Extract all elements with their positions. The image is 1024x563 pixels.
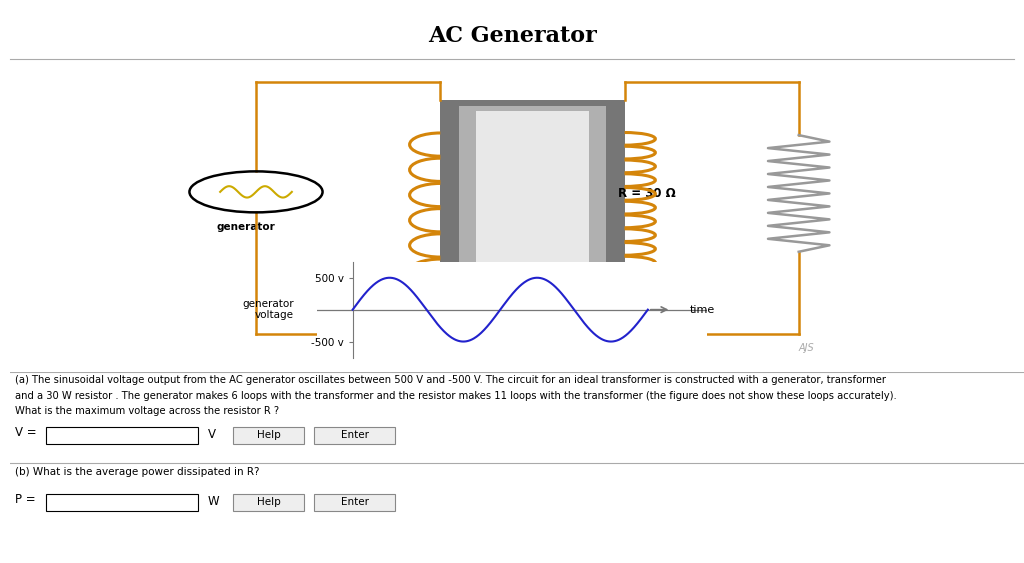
Text: generator: generator [216, 222, 275, 232]
Text: time: time [690, 305, 716, 315]
Text: Help: Help [257, 497, 281, 507]
Text: AC Generator: AC Generator [428, 25, 596, 47]
Text: Help: Help [257, 430, 281, 440]
Text: V =: V = [15, 426, 37, 439]
Text: Ideal Transformer: Ideal Transformer [477, 343, 588, 353]
FancyBboxPatch shape [46, 427, 198, 444]
Text: Enter: Enter [341, 497, 369, 507]
Text: R = 30 Ω: R = 30 Ω [618, 187, 676, 200]
FancyBboxPatch shape [440, 100, 625, 315]
FancyBboxPatch shape [314, 427, 395, 444]
FancyBboxPatch shape [46, 494, 198, 511]
Text: Enter: Enter [341, 430, 369, 440]
FancyBboxPatch shape [233, 494, 304, 511]
Text: V: V [208, 428, 216, 441]
Text: What is the maximum voltage across the resistor R ?: What is the maximum voltage across the r… [15, 406, 280, 416]
Text: W: W [208, 495, 219, 508]
FancyBboxPatch shape [314, 494, 395, 511]
Text: (a) The sinusoidal voltage output from the AC generator oscillates between 500 V: (a) The sinusoidal voltage output from t… [15, 376, 887, 386]
Text: (b) What is the average power dissipated in R?: (b) What is the average power dissipated… [15, 467, 260, 477]
FancyBboxPatch shape [459, 106, 606, 309]
Text: AJS: AJS [799, 343, 814, 353]
Text: P =: P = [15, 493, 36, 506]
FancyBboxPatch shape [233, 427, 304, 444]
Text: and a 30 W resistor . The generator makes 6 loops with the transformer and the r: and a 30 W resistor . The generator make… [15, 391, 897, 401]
Text: generator
voltage: generator voltage [243, 299, 294, 320]
FancyBboxPatch shape [476, 111, 589, 304]
